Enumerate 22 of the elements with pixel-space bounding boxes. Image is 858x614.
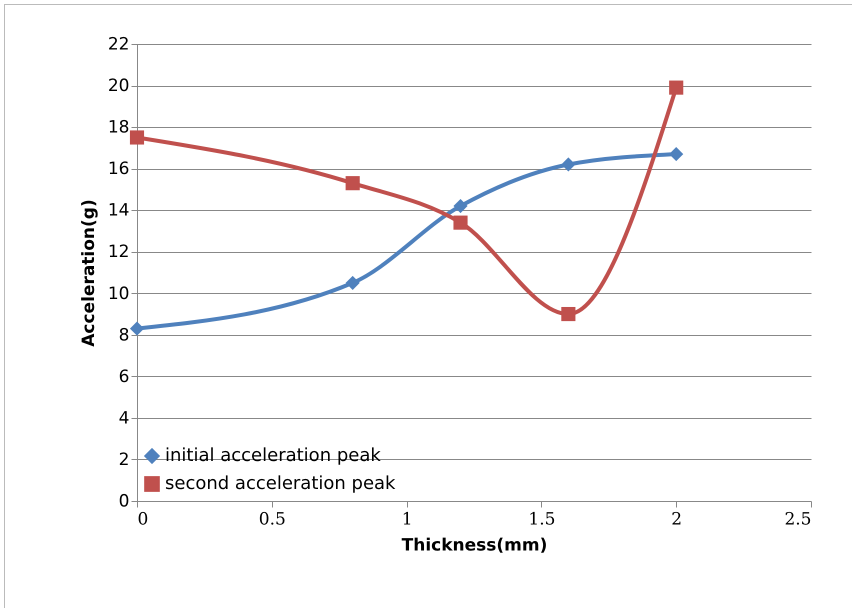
y-tick-label: 6 — [118, 366, 130, 387]
legend-label: initial acceleration peak — [165, 445, 382, 466]
x-tick-label: 2 — [671, 510, 682, 530]
y-tick-label: 8 — [118, 325, 130, 346]
x-tick-label: 0.5 — [258, 510, 286, 530]
legend-label: second acceleration peak — [165, 473, 396, 494]
y-tick-label: 16 — [108, 159, 130, 180]
y-tick-label: 0 — [118, 492, 130, 512]
x-tick-label: 2.5 — [784, 510, 812, 530]
x-tick-label: 0 — [138, 510, 148, 530]
y-tick-label: 20 — [108, 76, 130, 96]
y-axis-title: Acceleration(g) — [78, 199, 99, 347]
y-tick-label: 2 — [118, 450, 130, 470]
y-tick-label: 22 — [108, 34, 130, 54]
y-tick-label: 4 — [118, 408, 130, 428]
x-tick-label: 1.5 — [528, 510, 556, 530]
y-tick-label: 12 — [108, 242, 130, 262]
x-axis-title: Thickness(mm) — [402, 536, 548, 556]
y-tick-label: 14 — [108, 200, 130, 221]
y-tick-label: 18 — [108, 118, 130, 138]
y-tick-label: 10 — [108, 284, 130, 304]
x-tick-label: 1 — [402, 510, 413, 530]
